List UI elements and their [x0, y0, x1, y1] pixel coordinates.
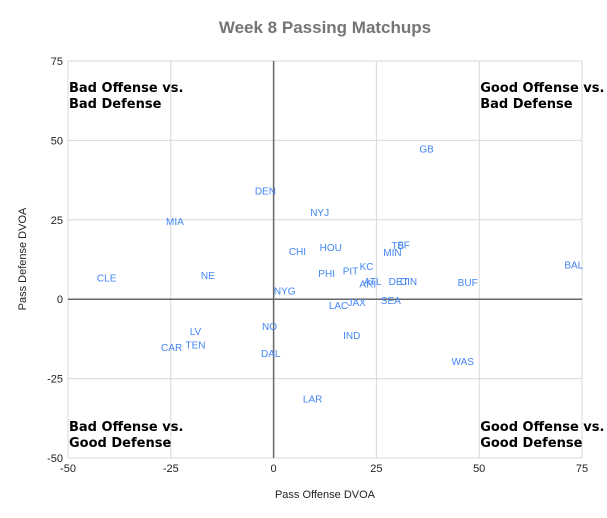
data-point-label: IND — [343, 331, 360, 342]
quadrant-annotation-top-left: Bad Offense vs. Bad Defense — [69, 81, 183, 112]
data-point-label: KC — [360, 262, 374, 273]
data-point-label: TB — [391, 241, 404, 252]
chart-title: Week 8 Passing Matchups — [219, 18, 431, 37]
y-axis-ticks: -50 -25 0 25 50 75 — [47, 56, 63, 465]
data-point-label: NE — [201, 271, 215, 282]
data-point-label: CIN — [400, 277, 417, 288]
data-point-label: MIN — [383, 248, 401, 259]
y-axis-title: Pass Defense DVOA — [17, 207, 29, 310]
annotation-line: Good Offense vs. — [480, 81, 604, 96]
y-tick-label: 50 — [51, 135, 63, 147]
data-point-label: MIA — [166, 217, 184, 228]
data-point-label: NYG — [274, 286, 296, 297]
data-point-label: DAL — [261, 349, 281, 360]
data-point-label: BAL — [564, 260, 583, 271]
data-point-label: SEA — [381, 296, 401, 307]
data-point-label: ATL — [364, 277, 382, 288]
data-point-label: JAX — [347, 298, 366, 309]
data-point-label: NYJ — [310, 208, 329, 219]
data-point-label: BUF — [458, 278, 478, 289]
data-point-label: SF — [397, 240, 410, 251]
x-tick-label: 25 — [370, 463, 382, 475]
data-point-label: WAS — [452, 357, 475, 368]
data-point-label: HOU — [320, 243, 342, 254]
data-point-label: ARI — [359, 279, 376, 290]
x-tick-label: -50 — [60, 463, 76, 475]
data-point-label: LAR — [303, 394, 322, 405]
x-tick-label: 75 — [576, 463, 588, 475]
zero-axes — [68, 61, 582, 458]
data-point-label: DET — [389, 277, 409, 288]
x-tick-label: -25 — [163, 463, 179, 475]
y-tick-label: -50 — [47, 453, 63, 465]
y-tick-label: 0 — [57, 294, 63, 306]
y-tick-label: 25 — [51, 215, 63, 227]
annotation-line: Bad Offense vs. — [69, 81, 183, 96]
data-point-label: LAC — [329, 301, 348, 312]
data-point-label: CHI — [289, 247, 306, 258]
x-axis-ticks: -50 -25 0 25 50 75 — [60, 463, 588, 475]
quadrant-annotation-bottom-right: Good Offense vs. Good Defense — [480, 420, 604, 451]
data-point-label: DEN — [255, 186, 276, 197]
data-point-label: PHI — [318, 269, 335, 280]
annotation-line: Good Offense vs. — [480, 420, 604, 435]
annotation-line: Bad Offense vs. — [69, 420, 183, 435]
annotation-line: Bad Defense — [480, 97, 573, 112]
annotation-line: Bad Defense — [69, 97, 162, 112]
y-tick-label: 75 — [51, 56, 63, 68]
quadrant-annotation-top-right: Good Offense vs. Bad Defense — [480, 81, 604, 112]
data-point-label: NO — [262, 322, 277, 333]
data-point-label: CAR — [161, 343, 182, 354]
data-point-label: GB — [419, 144, 434, 155]
data-point-label: LV — [190, 327, 202, 338]
annotation-line: Good Defense — [69, 436, 171, 451]
x-axis-title: Pass Offense DVOA — [275, 489, 376, 501]
x-tick-label: 50 — [473, 463, 485, 475]
y-tick-label: -25 — [47, 374, 63, 386]
annotation-line: Good Defense — [480, 436, 582, 451]
quadrant-annotation-bottom-left: Bad Offense vs. Good Defense — [69, 420, 183, 451]
data-point-label: TEN — [185, 340, 205, 351]
grid — [67, 60, 583, 459]
data-point-label: CLE — [97, 273, 117, 284]
x-tick-label: 0 — [271, 463, 277, 475]
data-point-label: PIT — [343, 266, 359, 277]
